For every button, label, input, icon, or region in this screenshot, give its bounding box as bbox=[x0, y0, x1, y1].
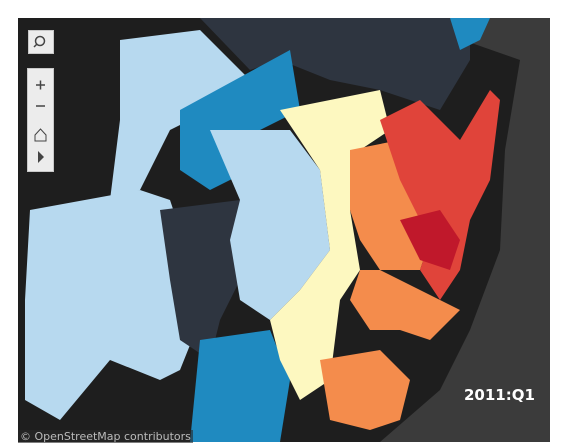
region-red bbox=[380, 90, 500, 300]
region-orange-southeast bbox=[320, 350, 410, 430]
sea bbox=[380, 18, 550, 442]
region-blue-south bbox=[190, 330, 290, 442]
region-dark-red bbox=[400, 210, 460, 270]
region-yellow bbox=[270, 90, 390, 400]
region-dark-west bbox=[160, 200, 250, 360]
region-central-west bbox=[210, 130, 330, 320]
search-button[interactable] bbox=[28, 30, 54, 54]
region-north bbox=[200, 18, 470, 110]
period-label: 2011:Q1 bbox=[464, 386, 535, 404]
attribution: © OpenStreetMap contributors bbox=[18, 430, 193, 443]
region-blue-north bbox=[450, 18, 490, 50]
region-southwest bbox=[25, 190, 200, 420]
search-icon bbox=[33, 35, 46, 48]
region-blue bbox=[180, 50, 300, 190]
zoom-toolbar bbox=[27, 68, 54, 172]
region-orange-south bbox=[350, 270, 460, 340]
toolbar-icons[interactable] bbox=[28, 69, 53, 171]
